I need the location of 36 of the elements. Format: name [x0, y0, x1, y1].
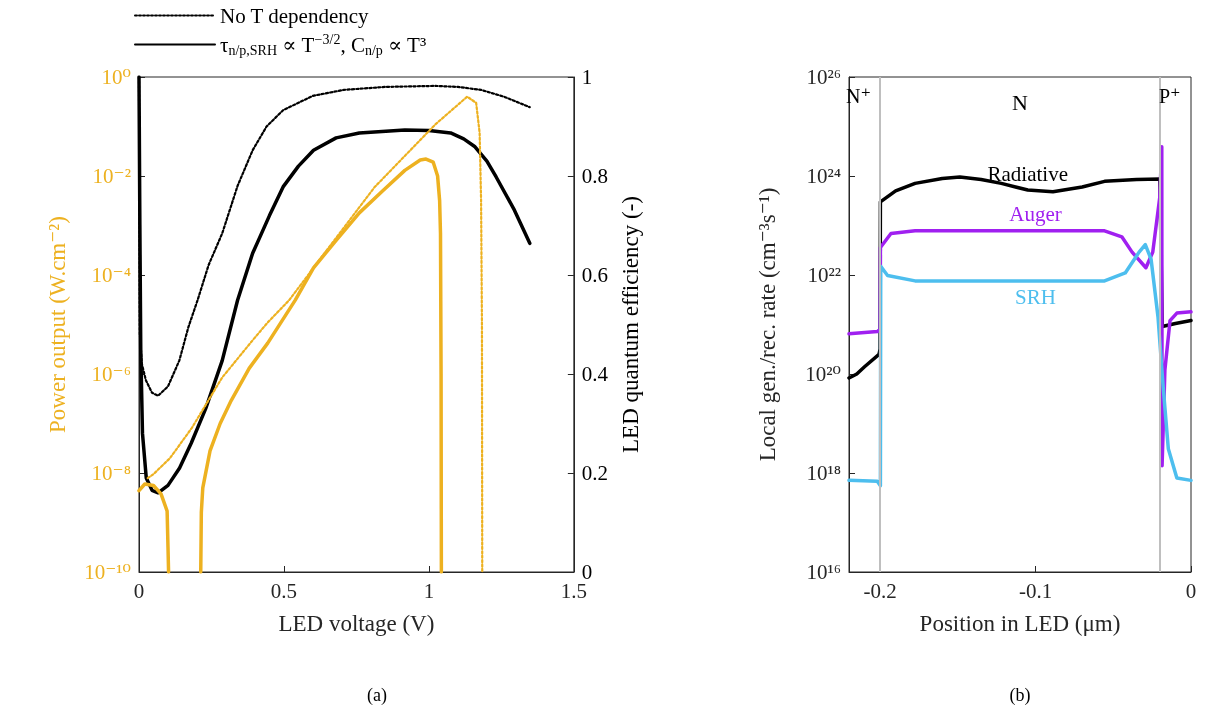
- text: (b): [1009, 685, 1031, 706]
- y-tick-label: 10⁻⁶: [91, 362, 131, 386]
- x-tick-label: -0.1: [1018, 578, 1053, 603]
- x-tick-label: 0: [133, 578, 145, 603]
- y2-axis-title: LED quantum efficiency (-): [618, 196, 643, 453]
- y2-tick-label: 0.4: [581, 362, 609, 386]
- x-axis-title: Position in LED (μm): [919, 611, 1121, 636]
- y2-tick-label: 0.8: [581, 164, 609, 188]
- x-tick-label: 0.5: [270, 578, 298, 603]
- text: (a): [367, 685, 387, 706]
- y-tick-label: 10⁻⁴: [91, 263, 131, 287]
- y-tick-label: 10⁻⁸: [91, 461, 131, 485]
- y-tick-label: 10⁻²: [92, 164, 131, 188]
- y-tick-label: 10¹⁸: [806, 461, 841, 485]
- y-tick-label: 10²⁰: [805, 362, 841, 386]
- x-axis-title: LED voltage (V): [278, 611, 435, 636]
- y-tick-label: 10⁰: [101, 65, 131, 89]
- y-tick-label: 10²²: [807, 263, 841, 287]
- legend-label: No T dependency: [220, 3, 370, 28]
- y-tick-label: 10⁻¹⁰: [84, 560, 131, 584]
- series-label: Auger: [1009, 202, 1062, 227]
- series-label: SRH: [1015, 285, 1056, 310]
- y-tick-label: 10²⁶: [806, 65, 841, 89]
- y-axis-title: Local gen./rec. rate (cm⁻³s⁻¹): [755, 187, 780, 462]
- y2-tick-label: 0.2: [581, 461, 609, 485]
- y-tick-label: 10¹⁶: [806, 560, 841, 584]
- x-tick-label: -0.2: [863, 578, 897, 603]
- ref-line-label: P⁺: [1158, 85, 1181, 107]
- x-tick-label: 1: [423, 578, 435, 603]
- x-tick-label: 0: [1185, 578, 1197, 603]
- y2-tick-label: 1: [581, 65, 593, 89]
- y-axis-title: Power output (W.cm⁻²): [45, 216, 70, 433]
- y2-tick-label: 0.6: [581, 263, 609, 287]
- series-label: Radiative: [987, 161, 1069, 186]
- annotation: N: [1012, 89, 1029, 115]
- y-tick-label: 10²⁴: [806, 164, 841, 188]
